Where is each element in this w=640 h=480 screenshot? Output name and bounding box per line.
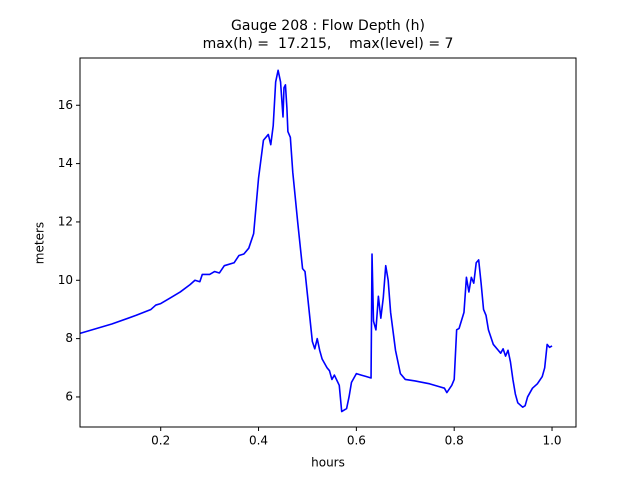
y-tick-label: 16	[58, 98, 73, 112]
chart-title: Gauge 208 : Flow Depth (h)	[231, 18, 425, 34]
data-line	[79, 69, 553, 413]
x-tick-label: 0.2	[151, 434, 170, 448]
y-tick-label: 10	[58, 273, 73, 287]
x-tick-label: 1.0	[542, 434, 561, 448]
y-tick-label: 6	[65, 389, 73, 403]
plot-frame	[79, 57, 577, 428]
y-tick-label: 12	[58, 214, 73, 228]
y-tick-label: 8	[65, 331, 73, 345]
x-tick-label: 0.8	[445, 434, 464, 448]
chart-subtitle: max(h) = 17.215, max(level) = 7	[203, 36, 454, 52]
y-axis-label: meters	[33, 222, 47, 264]
x-axis-label: hours	[311, 456, 345, 470]
x-tick-label: 0.4	[249, 434, 268, 448]
x-tick-label: 0.6	[347, 434, 366, 448]
y-tick-label: 14	[58, 156, 73, 170]
